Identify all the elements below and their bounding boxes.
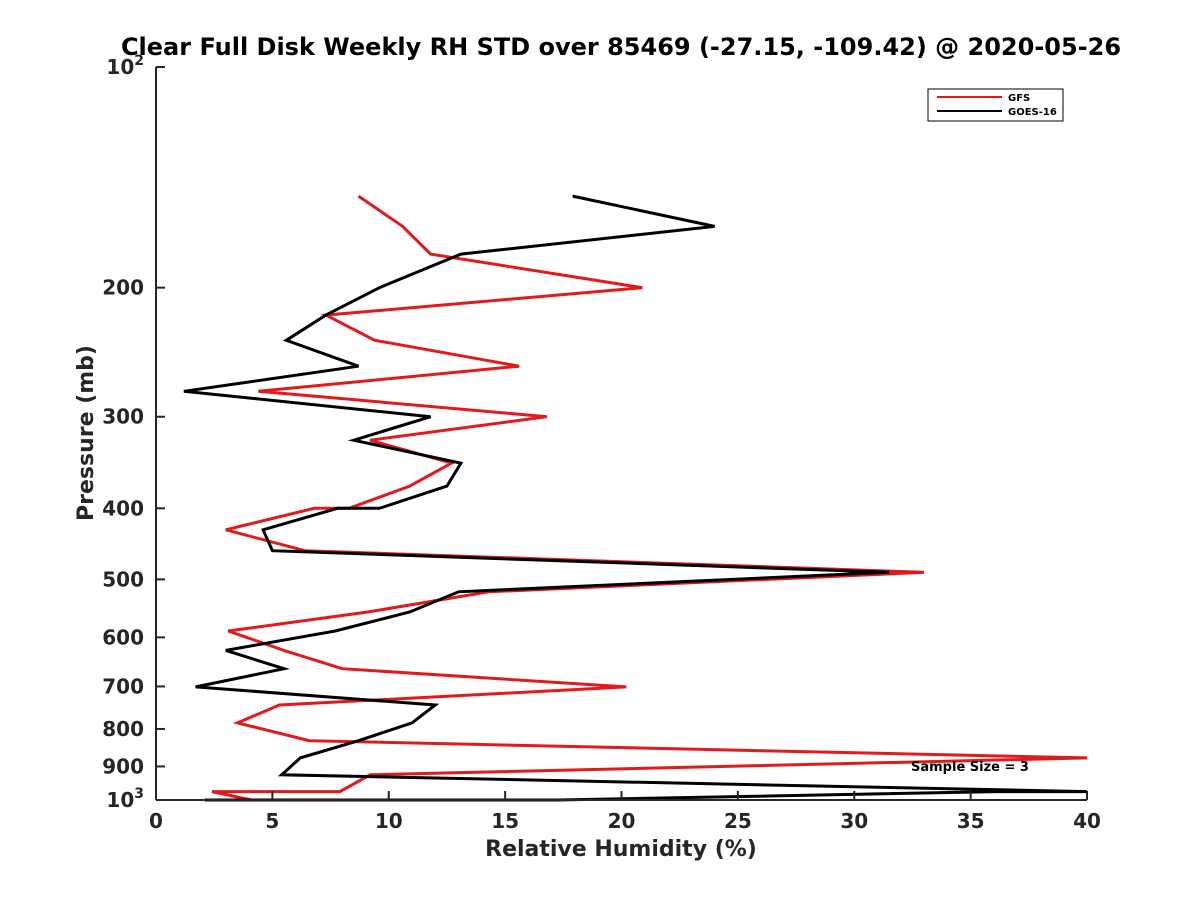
y-tick-label: 800: [102, 717, 144, 741]
legend-label-gfs: GFS: [1008, 93, 1030, 104]
x-tick-label: 25: [724, 809, 752, 833]
y-tick-label: 400: [102, 496, 144, 520]
y-tick-label: 500: [102, 567, 144, 591]
x-tick-label: 5: [265, 809, 279, 833]
x-tick-label: 15: [491, 809, 519, 833]
x-axis-title: Relative Humidity (%): [485, 837, 757, 862]
y-tick-label: 300: [102, 405, 144, 429]
y-axis-title: Pressure (mb): [74, 345, 99, 521]
axes-layer: 0 5 10 15 20 25 30 35 40102200300400500600700800…: [102, 53, 1101, 833]
sample-size-annotation: Sample Size = 3: [911, 760, 1029, 775]
x-tick-label: 10: [375, 809, 403, 833]
chart-title: Clear Full Disk Weekly RH STD over 85469…: [121, 33, 1121, 61]
legend: GFS GOES-16: [927, 88, 1064, 122]
x-tick-label: 40: [1073, 809, 1101, 833]
x-tick-label: 0: [149, 809, 163, 833]
x-tick-label: 20: [608, 809, 636, 833]
x-tick-label: 30: [840, 809, 868, 833]
legend-box: [927, 88, 1064, 122]
x-tick-label: 35: [957, 809, 985, 833]
series-line-gfs: [207, 194, 1088, 802]
y-tick-label: 900: [102, 754, 144, 778]
legend-label-goes-16: GOES-16: [1008, 107, 1057, 118]
y-tick-label: 700: [102, 674, 144, 698]
y-tick-label: 200: [102, 276, 144, 300]
y-tick-label: 600: [102, 625, 144, 649]
